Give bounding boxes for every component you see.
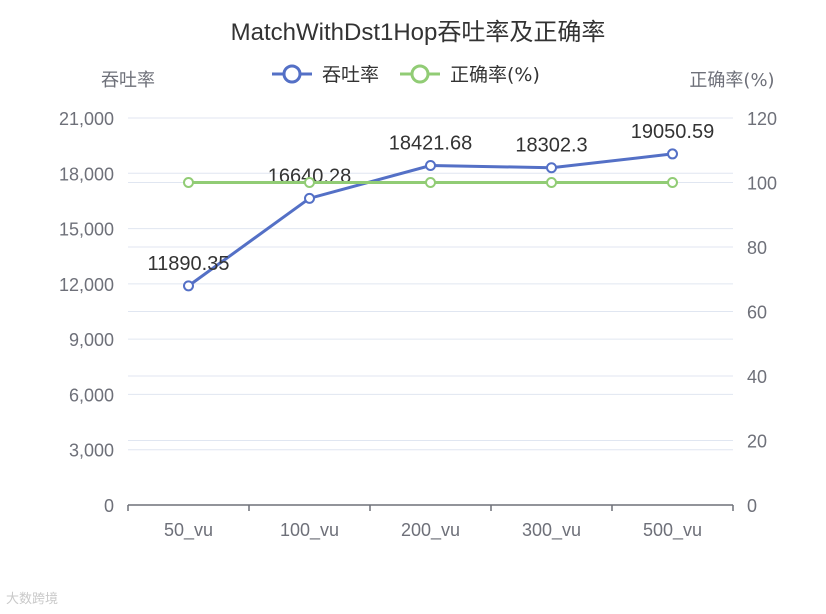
y-right-tick-label: 80	[747, 238, 767, 258]
y-right-tick-label: 40	[747, 367, 767, 387]
data-point[interactable]	[304, 192, 315, 204]
y-left-tick-label: 6,000	[69, 385, 114, 405]
x-tick-label: 300_vu	[522, 520, 581, 541]
legend-label: 吞吐率	[322, 64, 379, 86]
y-right-tick-label: 60	[747, 303, 767, 323]
legend-item[interactable]: 吞吐率	[272, 64, 379, 86]
data-label: 18302.3	[515, 135, 587, 157]
legend-circle-icon	[410, 64, 430, 84]
axes: 0 3,000 6,000 9,000 12,000 15,000 18,000 21,000…	[59, 109, 777, 541]
data-point[interactable]	[425, 177, 436, 188]
x-tick-label: 500_vu	[643, 520, 702, 541]
data-label: 11890.35	[148, 253, 230, 275]
y-right-tick-label: 120	[747, 109, 777, 129]
y-left-axis-label: 吞吐率	[101, 70, 155, 91]
data-point[interactable]	[667, 148, 678, 160]
y-right-tick-label: 100	[747, 174, 777, 194]
x-tick-label: 100_vu	[280, 520, 339, 541]
watermark-text: 大数跨境	[6, 592, 59, 607]
data-point[interactable]	[183, 177, 194, 188]
data-point[interactable]	[425, 160, 436, 172]
legend: 吞吐率 正确率(%)	[272, 64, 540, 86]
legend-label: 正确率(%)	[450, 64, 540, 86]
legend-item[interactable]: 正确率(%)	[400, 64, 540, 86]
y-left-tick-label: 15,000	[59, 220, 114, 240]
series-2	[183, 177, 678, 188]
data-point[interactable]	[667, 177, 678, 188]
data-point[interactable]	[546, 162, 557, 174]
chart-title: MatchWithDst1Hop吞吐率及正确率	[231, 19, 606, 46]
y-left-tick-label: 21,000	[59, 109, 114, 129]
data-point[interactable]	[304, 177, 315, 188]
y-right-tick-label: 0	[747, 496, 757, 516]
y-left-tick-label: 0	[104, 496, 114, 516]
legend-circle-icon	[282, 64, 302, 84]
y-left-tick-label: 18,000	[59, 164, 114, 184]
y-left-tick-label: 12,000	[59, 275, 114, 295]
x-tick-label: 50_vu	[164, 520, 213, 541]
data-label: 18421.68	[389, 133, 472, 155]
y-right-axis-label: 正确率(%)	[689, 70, 774, 91]
x-tick-label: 200_vu	[401, 520, 460, 541]
watermark-logo: 大数跨境	[6, 588, 58, 607]
y-left-tick-label: 9,000	[69, 330, 114, 350]
data-point[interactable]	[183, 280, 194, 292]
data-label: 19050.59	[631, 121, 714, 143]
y-right-tick-label: 20	[747, 432, 767, 452]
data-point[interactable]	[546, 177, 557, 188]
y-left-tick-label: 3,000	[69, 441, 114, 461]
